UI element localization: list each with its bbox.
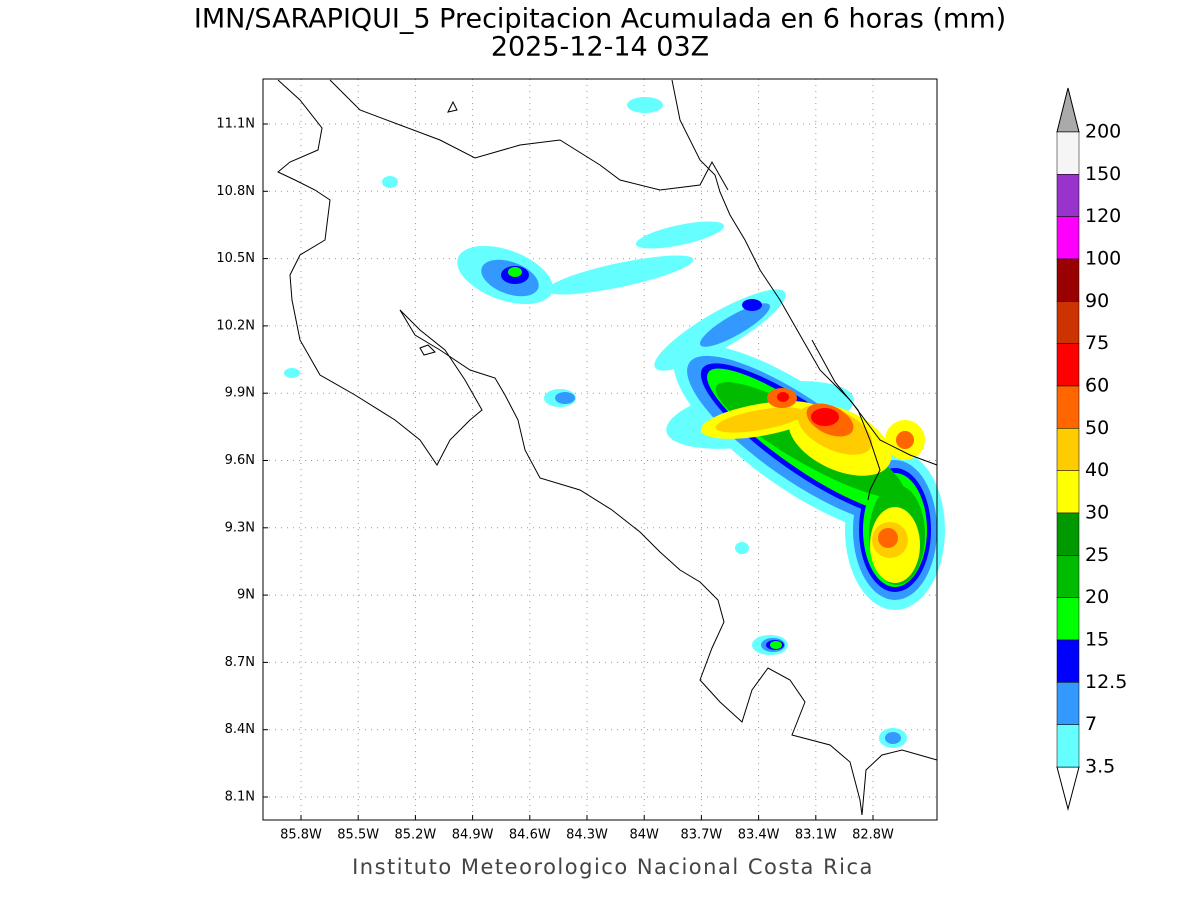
colorbar: 200 150 120 100 90 75 60 50 40 30 25 20 15 12.5 7 3.5 bbox=[1056, 87, 1127, 811]
x-tick-label: 84.9W bbox=[452, 828, 494, 843]
x-tick-label: 85.2W bbox=[394, 828, 436, 843]
x-tick-label: 85.8W bbox=[280, 828, 322, 843]
colorbar-label: 40 bbox=[1085, 459, 1109, 481]
colorbar-label: 90 bbox=[1085, 290, 1109, 312]
colorbar-over bbox=[1056, 87, 1080, 133]
colorbar-swatch bbox=[1056, 343, 1080, 387]
colorbar-swatch bbox=[1056, 216, 1080, 260]
colorbar-label: 60 bbox=[1085, 375, 1109, 397]
colorbar-swatch bbox=[1056, 131, 1080, 175]
y-tick-label: 8.1N bbox=[225, 790, 255, 805]
colorbar-swatch bbox=[1056, 682, 1080, 725]
colorbar-label: 15 bbox=[1085, 629, 1109, 651]
colorbar-label: 25 bbox=[1085, 544, 1109, 566]
x-tick-label: 84W bbox=[629, 828, 659, 843]
x-tick-label: 83.1W bbox=[795, 828, 837, 843]
x-tick-label: 83.7W bbox=[680, 828, 722, 843]
y-tick-label: 9N bbox=[237, 588, 255, 603]
colorbar-label: 3.5 bbox=[1085, 756, 1115, 778]
axis-labels: 85.8W 85.5W 85.2W 84.9W 84.6W 84.3W 84W 83.7W 83… bbox=[216, 117, 894, 843]
y-tick-label: 8.7N bbox=[225, 655, 255, 670]
precipitation bbox=[284, 97, 945, 748]
x-tick-label: 85.5W bbox=[337, 828, 379, 843]
colorbar-swatch bbox=[1056, 724, 1080, 768]
coastline bbox=[277, 79, 938, 816]
colorbar-swatch bbox=[1056, 597, 1080, 641]
colorbar-swatch bbox=[1056, 428, 1080, 471]
map-frame bbox=[262, 78, 938, 821]
colorbar-label: 75 bbox=[1085, 332, 1109, 354]
colorbar-label: 30 bbox=[1085, 502, 1109, 524]
colorbar-label: 150 bbox=[1085, 163, 1121, 185]
colorbar-label: 20 bbox=[1085, 586, 1109, 608]
x-tick-label: 83.4W bbox=[738, 828, 780, 843]
colorbar-label: 120 bbox=[1085, 205, 1121, 227]
colorbar-swatch bbox=[1056, 470, 1080, 514]
x-tick-label: 82.8W bbox=[852, 828, 894, 843]
x-tick-label: 84.3W bbox=[566, 828, 608, 843]
y-tick-label: 11.1N bbox=[216, 117, 255, 132]
colorbar-label: 200 bbox=[1085, 121, 1121, 143]
y-tick-label: 10.2N bbox=[216, 318, 255, 333]
grid bbox=[263, 79, 937, 820]
colorbar-label: 12.5 bbox=[1085, 671, 1127, 693]
y-tick-label: 8.4N bbox=[225, 722, 255, 737]
colorbar-label: 50 bbox=[1085, 417, 1109, 439]
y-tick-label: 9.9N bbox=[225, 386, 255, 401]
y-tick-label: 9.6N bbox=[225, 453, 255, 468]
colorbar-swatch bbox=[1056, 512, 1080, 556]
colorbar-swatch bbox=[1056, 639, 1080, 683]
colorbar-under bbox=[1056, 766, 1080, 811]
colorbar-label: 7 bbox=[1085, 713, 1097, 735]
y-tick-label: 9.3N bbox=[225, 520, 255, 535]
footer: Instituto Meteorologico Nacional Costa R… bbox=[352, 855, 874, 879]
colorbar-label: 100 bbox=[1085, 248, 1121, 270]
colorbar-swatch bbox=[1056, 555, 1080, 598]
colorbar-swatch bbox=[1056, 301, 1080, 344]
colorbar-swatch bbox=[1056, 385, 1080, 429]
y-tick-label: 10.8N bbox=[216, 184, 255, 199]
x-tick-label: 84.6W bbox=[509, 828, 551, 843]
title: IMN/SARAPIQUI_5 Precipitacion Acumulada … bbox=[194, 4, 1006, 35]
subtitle: 2025-12-14 03Z bbox=[491, 32, 709, 63]
colorbar-swatch bbox=[1056, 174, 1080, 217]
colorbar-swatch bbox=[1056, 258, 1080, 302]
y-tick-label: 10.5N bbox=[216, 251, 255, 266]
